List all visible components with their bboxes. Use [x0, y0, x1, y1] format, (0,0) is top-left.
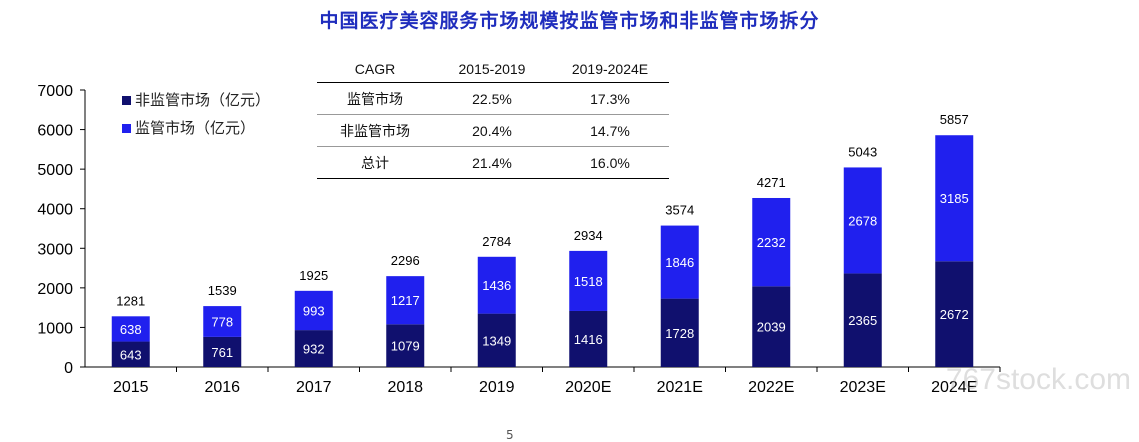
data-label-total: 1539	[208, 283, 237, 298]
bar-unregulated	[843, 273, 882, 367]
data-label-regulated: 1436	[482, 278, 511, 293]
cagr-cell: 21.4%	[472, 154, 512, 171]
data-label-unregulated: 1416	[574, 332, 603, 347]
bar-unregulated	[111, 341, 150, 367]
x-tick-label: 2021E	[657, 379, 703, 396]
cagr-table: CAGR 2015-2019 2019-2024E 监管市场 22.5% 17.…	[317, 55, 669, 179]
legend: 非监管市场（亿元） 监管市场（亿元）	[122, 86, 270, 142]
bar-unregulated	[935, 261, 974, 367]
data-label-unregulated: 1728	[665, 326, 694, 341]
bar-regulated	[477, 256, 516, 314]
cagr-cell: 17.3%	[590, 90, 630, 107]
bar-regulated	[203, 306, 242, 337]
bar-regulated	[111, 316, 150, 342]
y-tick-label: 2000	[37, 281, 73, 298]
data-label-regulated: 778	[211, 314, 233, 329]
x-tick-label: 2018	[387, 379, 423, 396]
data-label-total: 5857	[940, 112, 969, 127]
bar-unregulated	[569, 310, 608, 367]
bar-unregulated	[294, 330, 333, 367]
x-tick-label: 2015	[113, 379, 149, 396]
cagr-cell: 20.4%	[472, 122, 512, 139]
data-label-total: 2296	[391, 253, 420, 268]
bar-regulated	[294, 290, 333, 331]
x-tick-label: 2016	[204, 379, 240, 396]
bar-regulated	[752, 197, 791, 287]
bar-unregulated	[477, 313, 516, 367]
y-tick-label: 0	[64, 360, 73, 377]
cagr-cell: 14.7%	[590, 122, 630, 139]
data-label-total: 3574	[665, 203, 694, 218]
data-label-regulated: 993	[303, 303, 325, 318]
data-label-total: 5043	[848, 144, 877, 159]
data-label-unregulated: 1079	[391, 339, 420, 354]
cagr-row-unregulated: 非监管市场 20.4% 14.7%	[317, 115, 669, 147]
y-tick-label: 1000	[37, 320, 73, 337]
bar-regulated	[660, 225, 699, 299]
cagr-cell: 16.0%	[590, 154, 630, 171]
x-tick-label: 2017	[296, 379, 332, 396]
y-tick-label: 7000	[37, 83, 73, 100]
bar-regulated	[569, 250, 608, 311]
legend-swatch-regulated	[122, 123, 131, 133]
legend-swatch-unregulated	[122, 95, 131, 105]
cagr-table-header: CAGR 2015-2019 2019-2024E	[317, 55, 669, 83]
data-label-total: 4271	[757, 175, 786, 190]
data-label-unregulated: 1349	[482, 333, 511, 348]
page-number: 5	[506, 428, 514, 442]
bar-regulated	[386, 276, 425, 325]
data-label-total: 2934	[574, 228, 603, 243]
x-tick-label: 2019	[479, 379, 515, 396]
data-label-unregulated: 643	[120, 347, 142, 362]
legend-item-unregulated: 非监管市场（亿元）	[122, 86, 270, 114]
data-label-total: 2784	[482, 234, 511, 249]
y-tick-label: 4000	[37, 202, 73, 219]
data-label-regulated: 2232	[757, 235, 786, 250]
bar-unregulated	[386, 324, 425, 367]
data-label-regulated: 3185	[940, 191, 969, 206]
data-label-unregulated: 2039	[757, 320, 786, 335]
legend-item-regulated: 监管市场（亿元）	[122, 114, 270, 142]
data-label-regulated: 1518	[574, 274, 603, 289]
data-label-regulated: 638	[120, 322, 142, 337]
x-tick-label: 2022E	[748, 379, 794, 396]
cagr-row-regulated: 监管市场 22.5% 17.3%	[317, 83, 669, 115]
data-label-total: 1925	[299, 268, 328, 283]
y-tick-label: 6000	[37, 123, 73, 140]
data-label-regulated: 2678	[848, 213, 877, 228]
cagr-cell: 22.5%	[472, 90, 512, 107]
cagr-row-total: 总计 21.4% 16.0%	[317, 147, 669, 179]
bar-regulated	[935, 135, 974, 262]
legend-label-unregulated: 非监管市场（亿元）	[135, 91, 271, 109]
bar-unregulated	[752, 286, 791, 367]
data-label-unregulated: 2365	[848, 313, 877, 328]
x-tick-label: 2023E	[840, 379, 886, 396]
x-tick-label: 2024E	[931, 379, 977, 396]
bar-regulated	[843, 167, 882, 274]
data-label-regulated: 1217	[391, 293, 420, 308]
cagr-header-label: CAGR	[354, 60, 396, 77]
y-tick-label: 3000	[37, 241, 73, 258]
y-tick-label: 5000	[37, 162, 73, 179]
data-label-unregulated: 2672	[940, 307, 969, 322]
data-label-unregulated: 761	[211, 345, 233, 360]
cagr-row-label: 总计	[361, 154, 389, 171]
data-label-regulated: 1846	[665, 255, 694, 270]
data-label-total: 1281	[116, 293, 145, 308]
cagr-header-period2: 2019-2024E	[571, 60, 649, 77]
bar-unregulated	[660, 298, 699, 367]
chart-title: 中国医疗美容服务市场规模按监管市场和非监管市场拆分	[319, 10, 820, 32]
bar-unregulated	[203, 336, 242, 367]
cagr-row-label: 非监管市场	[340, 122, 410, 139]
cagr-header-period1: 2015-2019	[458, 60, 526, 77]
cagr-row-label: 监管市场	[347, 90, 403, 107]
watermark: 767stock.com	[945, 363, 1131, 396]
x-tick-label: 2020E	[565, 379, 611, 396]
data-label-unregulated: 932	[303, 342, 325, 357]
legend-label-regulated: 监管市场（亿元）	[135, 119, 256, 137]
